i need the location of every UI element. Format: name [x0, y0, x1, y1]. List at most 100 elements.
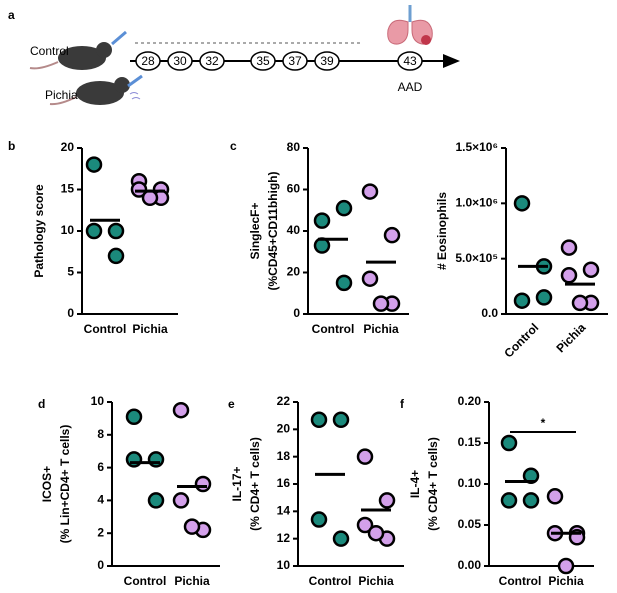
y-tick-label: 5.0×10⁵	[455, 251, 498, 265]
data-point	[361, 270, 379, 287]
y-axis-label: IL-17+	[230, 466, 244, 501]
data-point	[546, 488, 564, 505]
data-point	[172, 401, 190, 419]
day-node	[282, 51, 308, 71]
y-axis-label: ICOS+	[40, 466, 54, 502]
y-tick-label: 10	[61, 223, 75, 237]
x-tick-label: Control	[501, 320, 541, 360]
x-tick-label: Pichia	[553, 320, 588, 355]
data-point	[535, 289, 553, 306]
day-node	[397, 51, 423, 71]
day-label: 37	[288, 54, 302, 68]
data-point	[560, 239, 578, 256]
y-tick-label: 0.05	[458, 517, 482, 531]
data-point	[313, 212, 331, 229]
y-tick-label: 14	[277, 504, 291, 518]
data-point	[107, 222, 125, 240]
panel-label: e	[228, 397, 235, 411]
y-tick-label: 16	[277, 476, 291, 490]
day-label: 43	[403, 54, 417, 68]
x-tick-label: Pichia	[363, 322, 399, 336]
day-node	[314, 51, 340, 71]
day-node	[250, 51, 276, 71]
data-point	[147, 492, 165, 509]
day-label: 32	[205, 54, 219, 68]
y-axis-label: IL-4+	[408, 470, 422, 498]
data-point	[147, 451, 165, 468]
group-label: Pichia	[45, 88, 78, 102]
y-tick-label: 80	[287, 140, 301, 154]
data-point	[361, 183, 379, 200]
data-point	[310, 411, 328, 429]
day-node	[135, 51, 161, 71]
y-tick-label: 18	[277, 449, 291, 463]
endpoint-label: AAD	[398, 80, 423, 94]
panel-label: f	[400, 397, 405, 411]
panel-label: c	[230, 139, 237, 153]
y-tick-label: 6	[97, 460, 104, 474]
y-tick-label: 0.15	[458, 435, 482, 449]
data-point	[125, 451, 143, 468]
data-point	[500, 492, 518, 509]
y-tick-label: 0.10	[458, 476, 482, 490]
panel-label: b	[8, 139, 15, 153]
x-tick-label: Control	[312, 322, 355, 336]
y-tick-label: 22	[277, 394, 291, 408]
data-point	[141, 189, 159, 207]
data-point	[335, 199, 353, 217]
day-node	[167, 51, 193, 71]
y-tick-label: 1.0×10⁶	[455, 196, 498, 210]
panel-label: a	[8, 8, 15, 22]
data-point	[107, 247, 125, 265]
data-point	[356, 516, 374, 534]
x-tick-label: Pichia	[358, 574, 394, 588]
y-tick-label: 10	[91, 394, 105, 408]
x-tick-label: Control	[309, 574, 352, 588]
x-tick-label: Pichia	[132, 322, 168, 336]
y-tick-label: 15	[61, 182, 75, 196]
x-tick-label: Control	[84, 322, 127, 336]
data-point	[85, 156, 103, 173]
y-tick-label: 2	[97, 525, 104, 539]
y-tick-label: 5	[67, 265, 74, 279]
significance-label: *	[541, 416, 546, 430]
y-tick-label: 10	[277, 558, 291, 572]
data-point	[513, 195, 531, 212]
data-point	[356, 448, 374, 465]
y-tick-label: 12	[277, 531, 291, 545]
y-axis-label: (% CD4+ T cells)	[248, 437, 262, 531]
y-axis-label: (%CD45+CD11bhigh)	[266, 171, 280, 290]
y-tick-label: 0	[293, 306, 300, 320]
day-label: 30	[173, 54, 187, 68]
y-tick-label: 0	[97, 558, 104, 572]
x-tick-label: Control	[124, 574, 167, 588]
y-axis-label: SinglecF+	[248, 202, 262, 259]
y-tick-label: 0.0	[481, 306, 498, 320]
data-point	[130, 181, 148, 198]
data-point	[557, 557, 575, 575]
y-tick-label: 0.20	[458, 394, 482, 408]
data-point	[335, 274, 353, 292]
data-point	[513, 292, 531, 309]
day-node	[199, 51, 225, 71]
data-point	[522, 492, 540, 509]
data-point	[383, 226, 401, 244]
x-tick-label: Pichia	[548, 574, 584, 588]
data-point	[332, 411, 350, 429]
y-tick-label: 0	[67, 306, 74, 320]
panel-label: d	[38, 397, 45, 411]
y-tick-label: 4	[97, 493, 104, 507]
data-point	[582, 261, 600, 278]
data-point	[571, 294, 589, 312]
data-point	[194, 475, 212, 493]
y-axis-label: Pathology score	[32, 184, 46, 278]
mouse-icons	[29, 30, 143, 106]
data-point	[378, 492, 396, 509]
x-tick-label: Control	[499, 574, 542, 588]
x-tick-label: Pichia	[174, 574, 210, 588]
y-tick-label: 20	[287, 265, 301, 279]
data-point	[310, 511, 328, 528]
data-point	[172, 492, 190, 509]
arrowhead	[443, 54, 460, 68]
y-tick-label: 60	[287, 182, 301, 196]
